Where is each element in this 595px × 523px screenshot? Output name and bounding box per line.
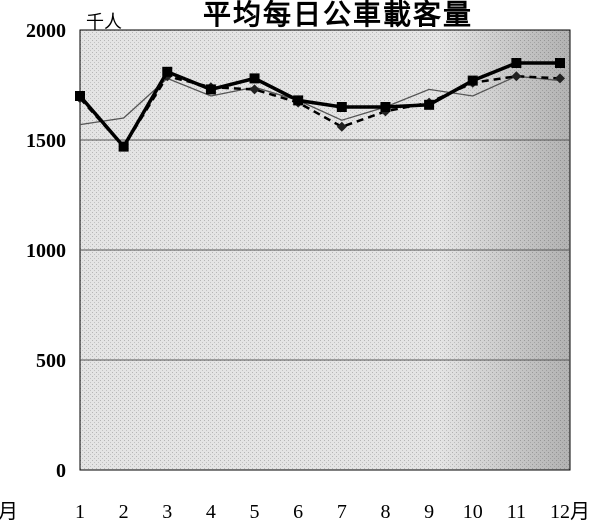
x-tick-label: 5 bbox=[250, 501, 260, 523]
x-tick-label: 7 bbox=[337, 501, 347, 523]
data-point-diamond bbox=[511, 71, 522, 82]
x-tick-label: 8 bbox=[380, 501, 390, 523]
data-point-square bbox=[555, 58, 565, 68]
data-point-diamond bbox=[336, 121, 347, 132]
y-tick-label: 500 bbox=[36, 350, 66, 372]
y-axis-ticks: 0 500 1000 1500 2000 bbox=[26, 20, 66, 482]
series-layer bbox=[75, 58, 565, 152]
y-tick-label: 1500 bbox=[26, 130, 66, 152]
data-point-square bbox=[467, 75, 478, 86]
data-point-square bbox=[511, 58, 522, 68]
x-tick-label: 1 bbox=[75, 501, 85, 523]
data-point-square bbox=[205, 84, 216, 95]
data-point-square bbox=[162, 66, 173, 77]
data-point-square bbox=[424, 99, 435, 110]
x-tick-label: 10 bbox=[463, 501, 483, 523]
chart-title: 平均每日公車載客量 bbox=[203, 0, 473, 31]
x-tick-label: 3 bbox=[162, 501, 172, 523]
data-point-square bbox=[75, 91, 85, 101]
x-tick-label: 12 bbox=[550, 501, 570, 523]
x-tick-label: 2 bbox=[119, 501, 129, 523]
series-line-thick bbox=[78, 61, 560, 150]
x-label-left: 月 bbox=[0, 499, 18, 523]
x-tick-label: 4 bbox=[206, 501, 216, 523]
data-point-square bbox=[380, 102, 391, 112]
data-point-square bbox=[118, 141, 129, 152]
data-point-square bbox=[249, 73, 260, 84]
data-point-diamond bbox=[249, 84, 260, 95]
series-line-dashed bbox=[79, 74, 561, 149]
data-point-square bbox=[293, 95, 304, 106]
data-point-diamond bbox=[555, 73, 565, 84]
x-axis-ticks: 1 2 3 4 5 6 7 8 9 10 11 12 bbox=[75, 501, 570, 523]
data-point-square bbox=[336, 102, 347, 112]
x-tick-label: 11 bbox=[507, 501, 526, 523]
unit-label: 千人 bbox=[86, 12, 122, 33]
x-unit-label: 月 bbox=[570, 499, 590, 523]
y-tick-label: 2000 bbox=[26, 20, 66, 42]
y-tick-label: 1000 bbox=[26, 240, 66, 262]
x-tick-label: 9 bbox=[424, 501, 434, 523]
x-tick-label: 6 bbox=[293, 501, 303, 523]
y-tick-label: 0 bbox=[56, 460, 66, 482]
gridlines bbox=[80, 139, 570, 361]
